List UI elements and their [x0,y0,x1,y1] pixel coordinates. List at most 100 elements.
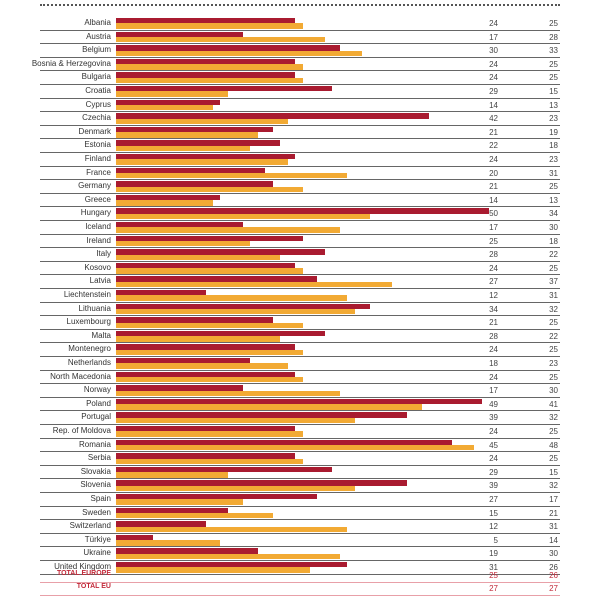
value-label-orange: 25 [549,427,558,436]
bar-series-red [116,86,333,92]
bar-series-orange [116,172,348,179]
value-label-red: 24 [489,345,498,355]
value-label-orange: 32 [549,413,558,423]
row-separator [40,369,560,371]
bar-series-orange [116,308,355,315]
bar-series-red [116,480,407,486]
category-label: Türkiye [84,534,111,544]
value-label-orange: 18 [549,141,558,151]
bar-series-red [116,398,482,405]
bar-series-orange [116,132,258,138]
value-label-orange: 23 [549,114,558,124]
value-label-red: 30 [489,46,498,56]
bar-series-orange [116,444,475,451]
category-label: Belgium [82,45,111,55]
chart-row: Czechia 42 23 [0,112,600,126]
row-separator [40,581,560,583]
bar-series-orange [116,118,288,124]
chart-row: Sweden 15 21 [0,507,600,521]
row-separator [40,505,560,507]
chart-row: Iceland 17 30 [0,221,600,235]
value-label-red: 29 [489,87,498,96]
bar-series-orange [116,281,393,288]
value-label-orange: 22 [549,331,558,341]
category-label: Italy [96,249,111,259]
value-label-orange: 25 [549,73,558,83]
row-separator [40,192,560,194]
row-separator [40,383,560,385]
value-label-red: 20 [489,168,498,178]
value-label-orange: 19 [549,127,558,137]
row-separator [40,287,560,289]
row-separator [40,423,560,425]
total-row: TOTAL EU 27 27 [0,582,600,596]
bar-series-orange [116,322,303,328]
row-separator [40,594,560,596]
value-label-red: 24 [489,372,498,382]
bar-series-red [116,18,296,24]
chart-row: Liechtenstein 12 31 [0,289,600,303]
bar-series-red [116,494,318,500]
chart-row: Spain 27 17 [0,493,600,507]
chart-row: Austria 17 28 [0,31,600,45]
row-separator [40,111,560,113]
row-separator [40,355,560,357]
bar-series-orange [116,485,355,492]
bar-series-orange [116,240,251,247]
row-separator [40,247,560,249]
category-label: Slovakia [80,466,111,476]
value-label-orange: 32 [549,481,558,491]
bar-series-orange [116,268,303,274]
value-label-orange: 25 [549,318,558,328]
row-separator [40,478,560,480]
bar-series-red [116,222,243,228]
category-label: Romania [78,439,111,449]
value-label-orange: 23 [549,155,558,164]
row-separator [40,301,560,303]
bar-series-orange [116,540,221,546]
bar-series-orange [116,512,273,519]
total-value-orange: 26 [549,571,558,580]
chart-row: Greece 14 13 [0,194,600,208]
value-label-orange: 25 [549,19,558,28]
bar-series-orange [116,200,213,206]
chart-row: Malta 28 22 [0,330,600,344]
chart-row: Albania 24 25 [0,17,600,31]
row-separator [40,464,560,466]
category-label: Spain [90,494,111,503]
category-label: Norway [83,385,111,395]
bar-series-orange [116,390,340,396]
category-label: Luxembourg [66,317,111,327]
value-label-red: 5 [493,535,498,545]
value-label-red: 24 [489,427,498,436]
bar-series-orange [116,104,213,111]
bar-series-red [116,208,489,214]
category-label: Rep. of Moldova [52,426,111,435]
row-separator [40,315,560,317]
value-label-orange: 25 [549,454,558,464]
value-label-orange: 48 [549,440,558,450]
category-label: France [86,167,111,177]
value-label-orange: 30 [549,386,558,396]
category-label: Ukraine [83,548,111,558]
category-label: Germany [78,181,111,191]
bar-series-orange [116,526,348,532]
bar-series-orange [116,254,281,260]
bar-series-red [116,548,258,554]
total-label: TOTAL EUROPE [56,570,111,577]
chart-row: Croatia 29 15 [0,85,600,99]
value-label-red: 12 [489,291,498,300]
row-separator [40,396,560,398]
chart-row: Cyprus 14 13 [0,99,600,113]
bar-series-orange [116,295,348,301]
value-label-orange: 25 [549,182,558,192]
category-label: Albania [84,18,111,27]
bar-series-red [116,439,452,445]
chart-row: Türkiye 5 14 [0,534,600,548]
total-value-red: 27 [489,584,498,593]
value-label-red: 21 [489,127,498,137]
value-label-red: 24 [489,59,498,69]
row-separator [40,124,560,126]
bar-series-orange [116,36,325,43]
bar-series-red [116,167,266,173]
